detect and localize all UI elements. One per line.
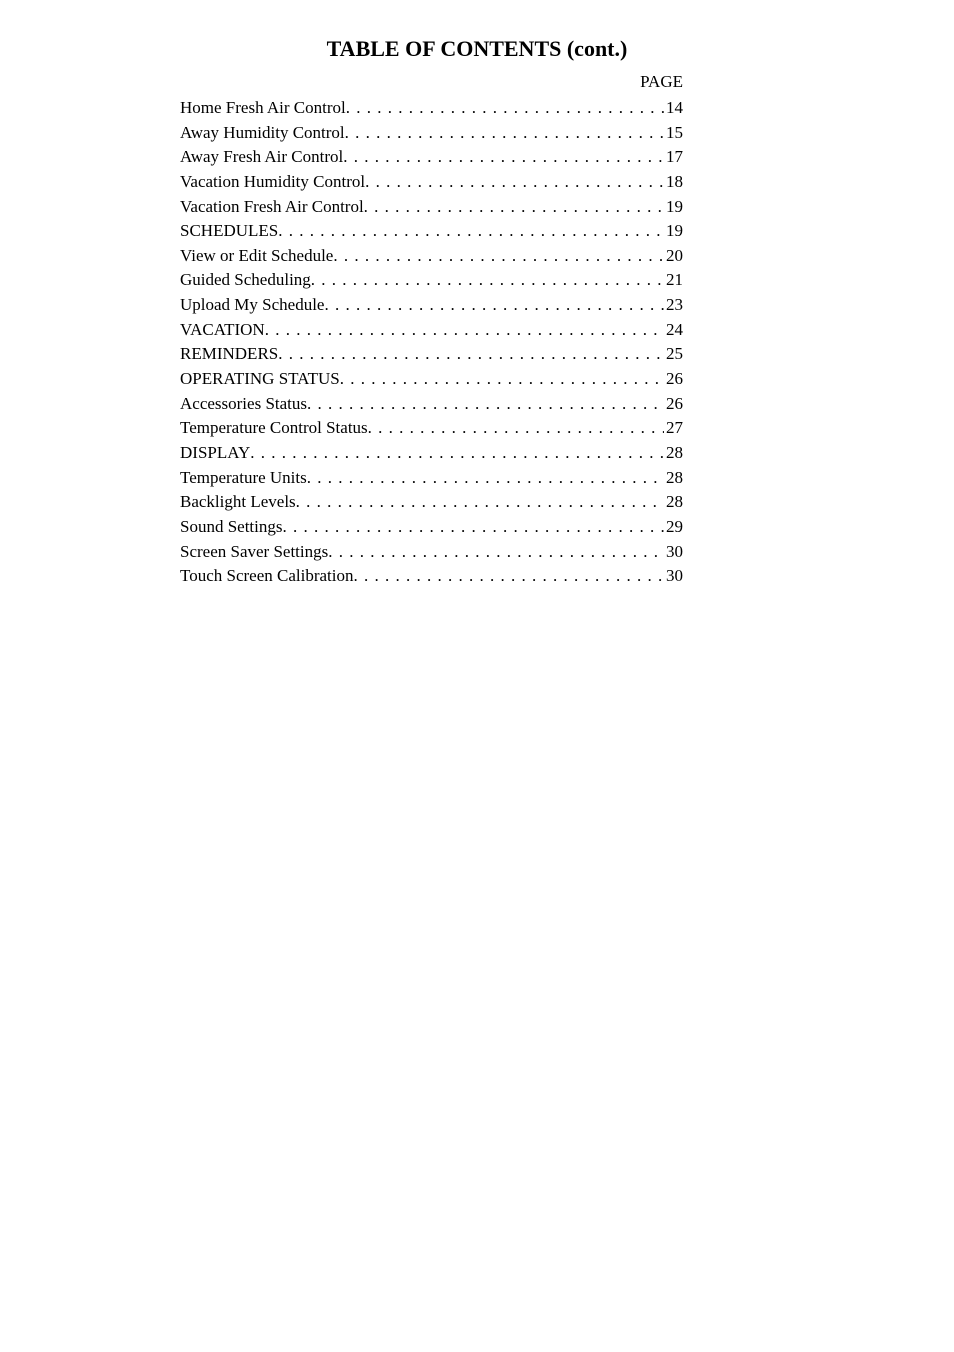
toc-dot-leader bbox=[283, 515, 665, 540]
toc-dot-leader bbox=[364, 195, 664, 220]
toc-entry-page: 28 bbox=[664, 466, 683, 491]
toc-entry-page: 17 bbox=[664, 145, 683, 170]
toc-entry: View or Edit Schedule 20 bbox=[180, 244, 683, 269]
toc-entry-title: Touch Screen Calibration bbox=[180, 564, 353, 589]
toc-entry: Vacation Fresh Air Control 19 bbox=[180, 195, 683, 220]
toc-entry: DISPLAY 28 bbox=[180, 441, 683, 466]
toc-dot-leader bbox=[333, 244, 664, 269]
toc-entry-page: 26 bbox=[664, 392, 683, 417]
toc-entry: Screen Saver Settings 30 bbox=[180, 540, 683, 565]
toc-dot-leader bbox=[368, 416, 664, 441]
toc-entry-page: 28 bbox=[664, 441, 683, 466]
document-page: TABLE OF CONTENTS (cont.) PAGE Home Fres… bbox=[0, 0, 954, 589]
toc-dot-leader bbox=[265, 318, 664, 343]
toc-dot-leader bbox=[340, 367, 664, 392]
toc-entry-page: 26 bbox=[664, 367, 683, 392]
toc-entry: OPERATING STATUS 26 bbox=[180, 367, 683, 392]
toc-dot-leader bbox=[296, 490, 664, 515]
toc-entry-page: 21 bbox=[664, 268, 683, 293]
toc-entry-page: 18 bbox=[664, 170, 683, 195]
toc-entry: Backlight Levels 28 bbox=[180, 490, 683, 515]
toc-entry: Accessories Status 26 bbox=[180, 392, 683, 417]
toc-entry: Away Humidity Control 15 bbox=[180, 121, 683, 146]
toc-entry-title: REMINDERS bbox=[180, 342, 278, 367]
toc-entry-page: 24 bbox=[664, 318, 683, 343]
toc-entry-page: 27 bbox=[664, 416, 683, 441]
toc-heading: TABLE OF CONTENTS (cont.) bbox=[180, 36, 774, 62]
toc-entry-page: 20 bbox=[664, 244, 683, 269]
toc-entry-page: 19 bbox=[664, 195, 683, 220]
toc-dot-leader bbox=[345, 121, 664, 146]
toc-entry-title: Away Humidity Control bbox=[180, 121, 345, 146]
toc-dot-leader bbox=[328, 540, 664, 565]
toc-entry-title: SCHEDULES bbox=[180, 219, 278, 244]
toc-dot-leader bbox=[346, 96, 664, 121]
toc-entry: SCHEDULES 19 bbox=[180, 219, 683, 244]
toc-entry: Guided Scheduling 21 bbox=[180, 268, 683, 293]
toc-entry-page: 19 bbox=[664, 219, 683, 244]
toc-dot-leader bbox=[307, 466, 664, 491]
toc-entry: REMINDERS 25 bbox=[180, 342, 683, 367]
toc-entry-title: Sound Settings bbox=[180, 515, 283, 540]
toc-entry-title: View or Edit Schedule bbox=[180, 244, 333, 269]
toc-list: Home Fresh Air Control 14Away Humidity C… bbox=[180, 96, 683, 589]
toc-entry-title: Screen Saver Settings bbox=[180, 540, 328, 565]
toc-entry-page: 25 bbox=[664, 342, 683, 367]
toc-entry-title: Home Fresh Air Control bbox=[180, 96, 346, 121]
toc-entry-page: 30 bbox=[664, 540, 683, 565]
toc-dot-leader bbox=[343, 145, 664, 170]
toc-entry: Temperature Units 28 bbox=[180, 466, 683, 491]
page-column-label: PAGE bbox=[180, 72, 683, 92]
toc-entry-page: 30 bbox=[664, 564, 683, 589]
toc-entry-page: 23 bbox=[664, 293, 683, 318]
toc-entry-title: Away Fresh Air Control bbox=[180, 145, 343, 170]
toc-entry-title: Backlight Levels bbox=[180, 490, 296, 515]
toc-dot-leader bbox=[353, 564, 664, 589]
toc-dot-leader bbox=[324, 293, 664, 318]
toc-entry-page: 29 bbox=[664, 515, 683, 540]
toc-entry: VACATION 24 bbox=[180, 318, 683, 343]
toc-entry-page: 28 bbox=[664, 490, 683, 515]
toc-dot-leader bbox=[307, 392, 664, 417]
toc-entry: Upload My Schedule 23 bbox=[180, 293, 683, 318]
toc-entry-title: Temperature Control Status bbox=[180, 416, 368, 441]
toc-dot-leader bbox=[278, 342, 664, 367]
toc-entry-page: 14 bbox=[664, 96, 683, 121]
toc-entry: Away Fresh Air Control 17 bbox=[180, 145, 683, 170]
toc-entry: Home Fresh Air Control 14 bbox=[180, 96, 683, 121]
toc-entry-title: DISPLAY bbox=[180, 441, 250, 466]
toc-entry-title: Upload My Schedule bbox=[180, 293, 324, 318]
toc-entry: Sound Settings 29 bbox=[180, 515, 683, 540]
toc-entry-page: 15 bbox=[664, 121, 683, 146]
toc-entry-title: VACATION bbox=[180, 318, 265, 343]
toc-dot-leader bbox=[278, 219, 664, 244]
toc-entry-title: Vacation Fresh Air Control bbox=[180, 195, 364, 220]
toc-entry: Touch Screen Calibration 30 bbox=[180, 564, 683, 589]
toc-entry-title: Guided Scheduling bbox=[180, 268, 311, 293]
toc-entry-title: OPERATING STATUS bbox=[180, 367, 340, 392]
toc-dot-leader bbox=[250, 441, 664, 466]
toc-dot-leader bbox=[311, 268, 664, 293]
toc-entry: Vacation Humidity Control 18 bbox=[180, 170, 683, 195]
toc-dot-leader bbox=[365, 170, 664, 195]
toc-entry-title: Temperature Units bbox=[180, 466, 307, 491]
toc-entry-title: Vacation Humidity Control bbox=[180, 170, 365, 195]
toc-entry-title: Accessories Status bbox=[180, 392, 307, 417]
toc-entry: Temperature Control Status 27 bbox=[180, 416, 683, 441]
